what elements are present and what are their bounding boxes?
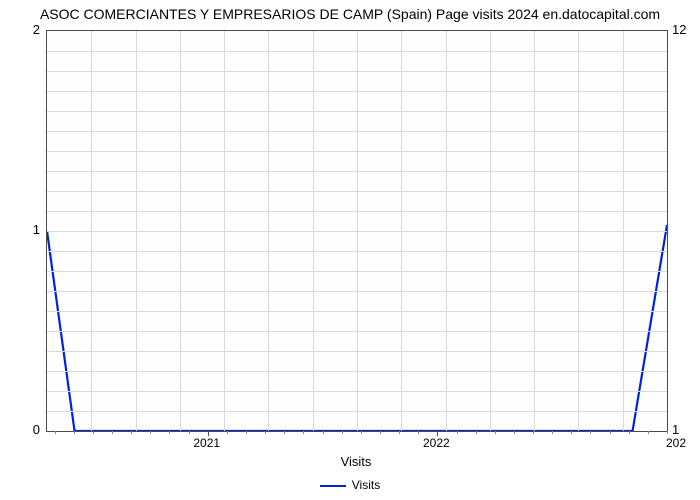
vgrid-line bbox=[268, 31, 269, 431]
y-tick-label: 2 bbox=[10, 22, 40, 37]
x-minor-tick bbox=[361, 431, 362, 434]
x-minor-tick bbox=[476, 431, 477, 434]
vgrid-line bbox=[490, 31, 491, 431]
y2-tick-label: 1 bbox=[672, 422, 679, 437]
vgrid-line bbox=[357, 31, 358, 431]
x-axis-title: Visits bbox=[341, 454, 372, 469]
x-minor-tick bbox=[265, 431, 266, 434]
x-minor-tick bbox=[380, 431, 381, 434]
vgrid-line bbox=[224, 31, 225, 431]
x-minor-tick bbox=[514, 431, 515, 434]
y2-tick-label: 12 bbox=[672, 22, 686, 37]
vgrid-line bbox=[313, 31, 314, 431]
x-minor-tick bbox=[571, 431, 572, 434]
vgrid-line bbox=[91, 31, 92, 431]
y-tick-label: 0 bbox=[10, 422, 40, 437]
x-minor-tick bbox=[284, 431, 285, 434]
x-minor-tick bbox=[552, 431, 553, 434]
x-minor-tick bbox=[590, 431, 591, 434]
vgrid-line bbox=[401, 31, 402, 431]
y-tick-label: 1 bbox=[10, 222, 40, 237]
x-tick-label: 2022 bbox=[423, 436, 450, 450]
x-minor-tick bbox=[629, 431, 630, 434]
x-minor-tick bbox=[648, 431, 649, 434]
vgrid-line bbox=[446, 31, 447, 431]
x-minor-tick bbox=[533, 431, 534, 434]
x-minor-tick bbox=[342, 431, 343, 434]
x-minor-tick bbox=[457, 431, 458, 434]
x-minor-tick bbox=[74, 431, 75, 434]
x-minor-tick bbox=[93, 431, 94, 434]
x-minor-tick bbox=[55, 431, 56, 434]
x-minor-tick bbox=[227, 431, 228, 434]
legend-swatch bbox=[320, 485, 346, 487]
plot-area bbox=[46, 30, 668, 432]
legend-label: Visits bbox=[352, 478, 380, 492]
vgrid-line bbox=[578, 31, 579, 431]
x-minor-tick bbox=[150, 431, 151, 434]
vgrid-line bbox=[623, 31, 624, 431]
x-minor-tick bbox=[323, 431, 324, 434]
x-minor-tick bbox=[303, 431, 304, 434]
x-minor-tick bbox=[112, 431, 113, 434]
vgrid-line bbox=[180, 31, 181, 431]
chart-title: ASOC COMERCIANTES Y EMPRESARIOS DE CAMP … bbox=[0, 6, 700, 22]
x-minor-tick bbox=[667, 431, 668, 434]
x-minor-tick bbox=[246, 431, 247, 434]
x-minor-tick bbox=[610, 431, 611, 434]
x-minor-tick bbox=[131, 431, 132, 434]
x-minor-tick bbox=[189, 431, 190, 434]
vgrid-line bbox=[534, 31, 535, 431]
x-minor-tick bbox=[169, 431, 170, 434]
x-tick-label-clipped: 202 bbox=[666, 436, 686, 450]
x-minor-tick bbox=[399, 431, 400, 434]
x-minor-tick bbox=[418, 431, 419, 434]
x-minor-tick bbox=[495, 431, 496, 434]
x-tick-label: 2021 bbox=[193, 436, 220, 450]
legend: Visits bbox=[0, 478, 700, 492]
vgrid-line bbox=[136, 31, 137, 431]
